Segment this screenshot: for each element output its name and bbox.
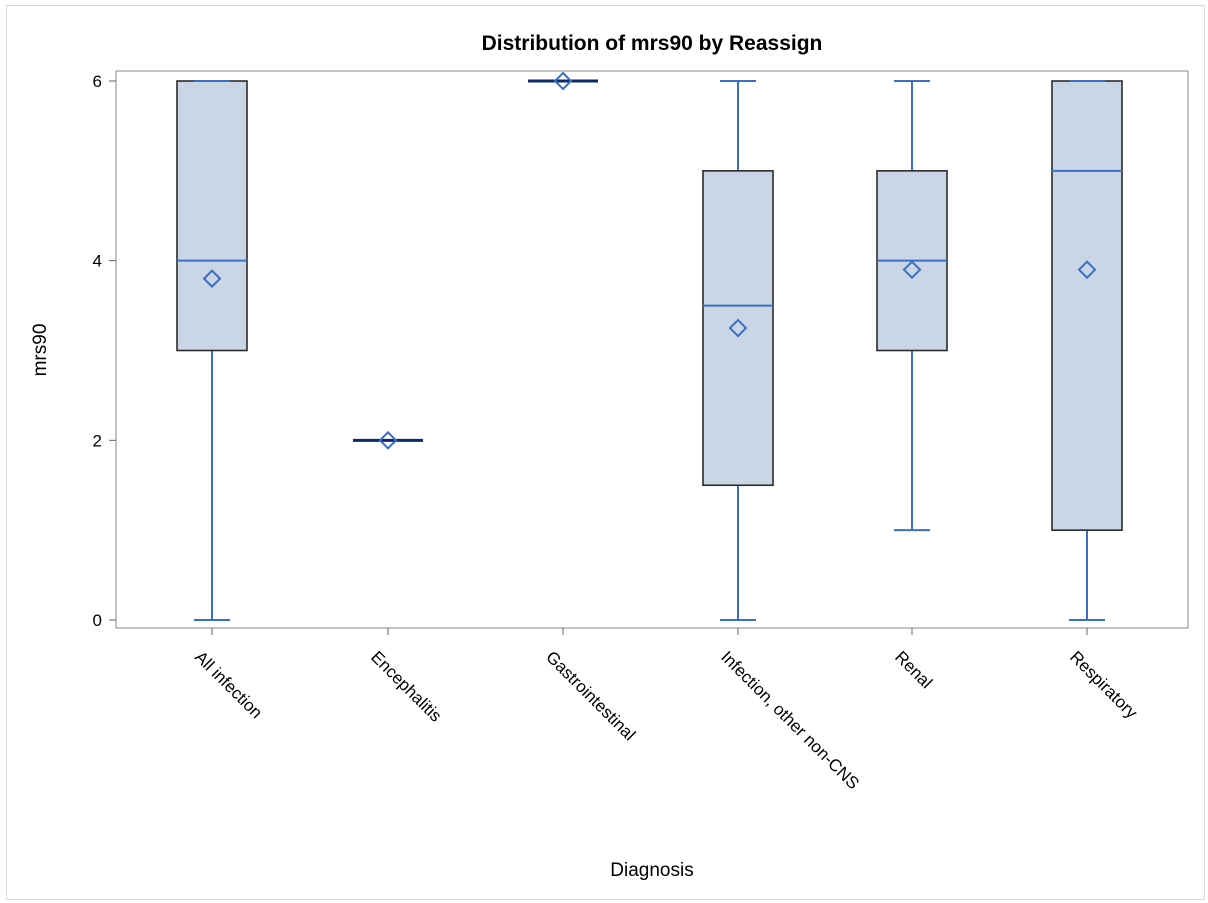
mean-marker bbox=[378, 430, 398, 450]
x-axis-label: Diagnosis bbox=[610, 860, 693, 881]
box-4 bbox=[702, 80, 774, 621]
y-tick-label: 4 bbox=[93, 252, 102, 271]
y-axis-label: mrs90 bbox=[30, 324, 51, 377]
box-6 bbox=[1051, 80, 1123, 621]
x-tick-label: Gastrointestinal bbox=[542, 647, 639, 744]
box-3 bbox=[528, 71, 598, 91]
x-axis: All infection Encephalitis Gastrointestina… bbox=[191, 628, 1141, 793]
y-tick-label: 2 bbox=[93, 431, 102, 450]
box-body bbox=[1051, 80, 1123, 531]
box-body bbox=[176, 80, 248, 352]
x-tick-label: Encephalitis bbox=[367, 647, 445, 725]
x-tick-label: Renal bbox=[891, 647, 936, 692]
boxes-group bbox=[176, 71, 1123, 621]
box-body bbox=[702, 170, 774, 487]
box-2 bbox=[353, 430, 423, 450]
y-axis: 0 2 4 6 bbox=[93, 72, 116, 630]
x-tick-label: Respiratory bbox=[1066, 647, 1141, 722]
x-tick-label: Infection, other non-CNS bbox=[717, 647, 863, 793]
mean-marker bbox=[902, 260, 922, 280]
y-tick-label: 6 bbox=[93, 72, 102, 91]
x-tick-label: All infection bbox=[191, 647, 266, 722]
mean-marker bbox=[1077, 260, 1097, 280]
plot-area bbox=[115, 70, 1189, 629]
mean-marker bbox=[553, 71, 573, 91]
y-tick-label: 0 bbox=[93, 611, 102, 630]
chart-title: Distribution of mrs90 by Reassign bbox=[482, 32, 823, 55]
mean-marker bbox=[202, 269, 222, 289]
box-5 bbox=[876, 80, 948, 532]
mean-marker bbox=[728, 318, 748, 338]
box-1 bbox=[176, 80, 248, 621]
